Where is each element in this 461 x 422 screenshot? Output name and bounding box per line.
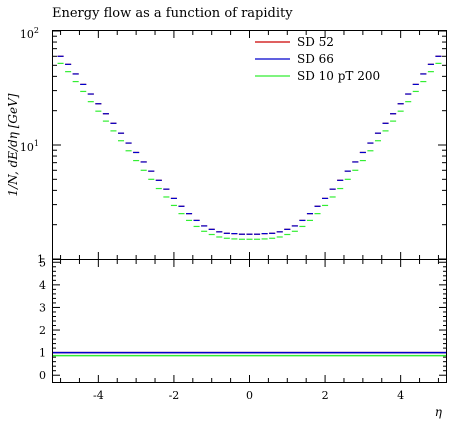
x-tick-label: -4 <box>93 389 104 402</box>
y-tick-100-exp: 2 <box>34 26 39 35</box>
x-tick-label: 2 <box>322 389 329 402</box>
ratio-y-tick-label: 3 <box>39 301 46 314</box>
series-2 <box>57 62 442 240</box>
y-axis-label: 1/N, dE/dη [GeV] <box>6 93 20 196</box>
x-tick-label: 0 <box>246 389 253 402</box>
ratio-y-tick-label: 4 <box>39 279 46 292</box>
y-tick-10-exp: 1 <box>34 139 39 148</box>
y-tick-label-100: 102 <box>20 26 39 41</box>
main-plot-panel <box>52 30 447 260</box>
series-1 <box>57 55 442 235</box>
ratio-plot-panel <box>52 259 447 383</box>
legend-label: SD 66 <box>297 52 334 66</box>
main-plot-frame <box>52 30 447 260</box>
x-axis-label: η <box>435 405 443 419</box>
main-data <box>57 55 442 240</box>
legend: SD 52 SD 66 SD 10 pT 200 <box>255 35 380 83</box>
main-ticks <box>53 30 446 260</box>
series-0 <box>57 55 442 235</box>
y-tick-label-10: 101 <box>20 139 39 154</box>
ratio-y-tick-label: 2 <box>39 324 46 337</box>
x-tick-labels: -4 -2 0 2 4 <box>93 389 404 402</box>
ratio-data <box>53 351 446 357</box>
legend-label: SD 10 pT 200 <box>297 69 380 83</box>
ratio-y-tick-label: 5 <box>39 256 46 269</box>
legend-label: SD 52 <box>297 35 334 49</box>
x-tick-label: 4 <box>397 389 404 402</box>
ratio-y-tick-label: 1 <box>39 347 46 360</box>
y-tick-10-base: 10 <box>20 141 34 154</box>
ratio-y-tick-label: 0 <box>39 369 46 382</box>
x-tick-label: -2 <box>169 389 180 402</box>
ratio-plot-frame <box>52 259 447 383</box>
ratio-y-tick-labels: 0 1 2 3 4 5 <box>39 256 46 382</box>
y-tick-100-base: 10 <box>20 28 34 41</box>
y-tick-label-1: 1 <box>37 253 44 266</box>
chart-title: Energy flow as a function of rapidity <box>52 6 293 21</box>
ratio-ticks <box>53 260 446 382</box>
